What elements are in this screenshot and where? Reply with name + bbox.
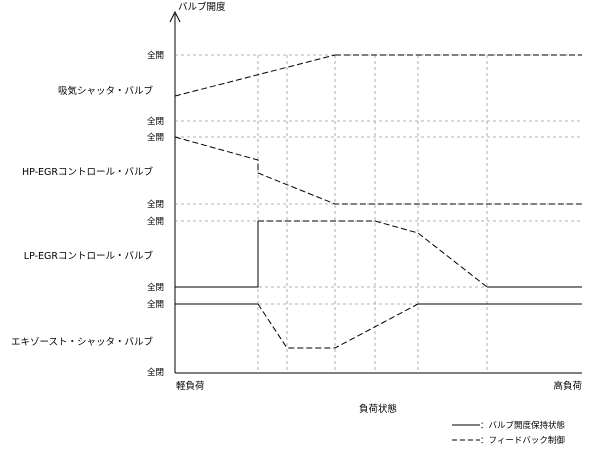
lp-egr-trace-feedback [258,220,488,288]
tick-closed-intake: 全閉 [147,116,164,127]
legend-hold-label: ：バルブ開度保持状態 [480,420,565,431]
exhaust-shutter-trace-feedback [257,303,419,349]
y-axis-arrow [169,10,181,23]
x-axis-label: 負荷状態 [359,403,397,415]
legend-feedback-label: ：フィードバック制御 [480,435,565,446]
tick-closed-exhaust: 全閉 [147,367,164,378]
tick-closed-lp-egr: 全閉 [147,282,164,293]
lp-egr-trace-hold [175,221,259,288]
valve-label-exhaust-shutter: エキゾースト・シャッタ・バルブ [11,336,154,348]
valve-label-hp-egr: HP-EGRコントロール・バルブ [22,166,154,178]
tick-open-intake: 全開 [147,50,164,61]
valve-label-intake-shutter: 吸気シャッタ・バルブ [58,85,154,97]
tick-closed-hp-egr: 全閉 [147,199,164,210]
y-axis-label: バルブ開度 [178,1,226,13]
legend: ：バルブ開度保持状態 ：フィードバック制御 [452,420,565,446]
x-axis-end-label: 高負荷 [553,380,582,392]
tick-open-exhaust: 全開 [147,299,164,310]
valve-label-lp-egr: LP-EGRコントロール・バルブ [24,250,154,262]
traces [174,54,582,349]
tick-open-lp-egr: 全開 [147,216,164,227]
x-axis-start-label: 軽負荷 [176,380,205,392]
tick-open-hp-egr: 全開 [147,132,164,143]
intake-shutter-trace-feedback [174,54,336,97]
axes [169,10,582,374]
hp-egr-trace [174,136,582,205]
